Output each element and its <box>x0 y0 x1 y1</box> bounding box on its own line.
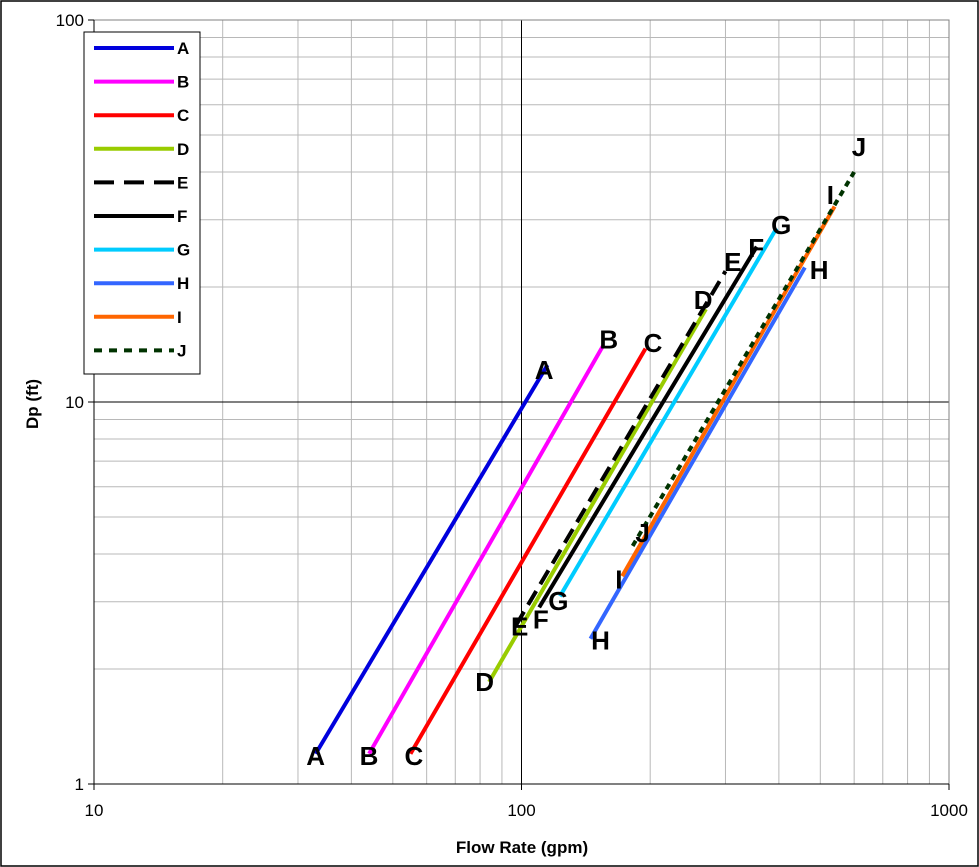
legend-label-h: H <box>177 274 189 293</box>
series-line-b <box>367 345 605 755</box>
series-layer <box>313 170 856 755</box>
point-label-j: J <box>635 518 649 548</box>
legend-label-g: G <box>177 241 190 260</box>
series-line-c <box>408 347 648 755</box>
point-label-j: J <box>852 132 866 162</box>
legend-label-b: B <box>177 73 189 92</box>
point-label-i: I <box>615 564 622 594</box>
y-tick-label: 100 <box>56 11 84 30</box>
legend-label-a: A <box>177 39 189 58</box>
series-line-a <box>313 363 550 755</box>
point-label-h: H <box>591 625 610 655</box>
point-label-h: H <box>810 255 829 285</box>
y-tick-label: 10 <box>65 393 84 412</box>
point-label-d: D <box>694 285 713 315</box>
legend-label-e: E <box>177 173 188 192</box>
point-label-c: C <box>404 741 423 771</box>
point-label-i: I <box>827 180 834 210</box>
point-label-g: G <box>771 210 791 240</box>
x-tick-label: 100 <box>507 801 535 820</box>
point-label-f: F <box>748 233 764 263</box>
point-label-a: A <box>306 741 325 771</box>
series-line-f <box>537 245 759 609</box>
series-line-h <box>588 266 807 640</box>
point-label-c: C <box>644 328 663 358</box>
point-label-b: B <box>599 325 618 355</box>
point-label-b: B <box>360 741 379 771</box>
legend-label-j: J <box>177 341 186 360</box>
y-axis-title: Dp (ft) <box>23 379 42 429</box>
point-label-a: A <box>535 355 554 385</box>
x-tick-label: 1000 <box>930 801 968 820</box>
legend-label-d: D <box>177 140 189 159</box>
point-label-e: E <box>724 247 741 277</box>
point-label-g: G <box>548 586 568 616</box>
legend-label-f: F <box>177 207 187 226</box>
series-line-e <box>514 270 728 627</box>
major-grid <box>94 20 949 784</box>
point-label-e: E <box>511 611 528 641</box>
legend-label-c: C <box>177 106 189 125</box>
x-tick-label: 10 <box>85 801 104 820</box>
point-label-d: D <box>475 667 494 697</box>
x-axis-title: Flow Rate (gpm) <box>456 838 588 857</box>
series-line-g <box>558 227 779 598</box>
legend-label-i: I <box>177 308 182 327</box>
series-line-d <box>487 308 708 683</box>
y-tick-label: 1 <box>75 775 84 794</box>
point-label-f: F <box>533 605 549 635</box>
